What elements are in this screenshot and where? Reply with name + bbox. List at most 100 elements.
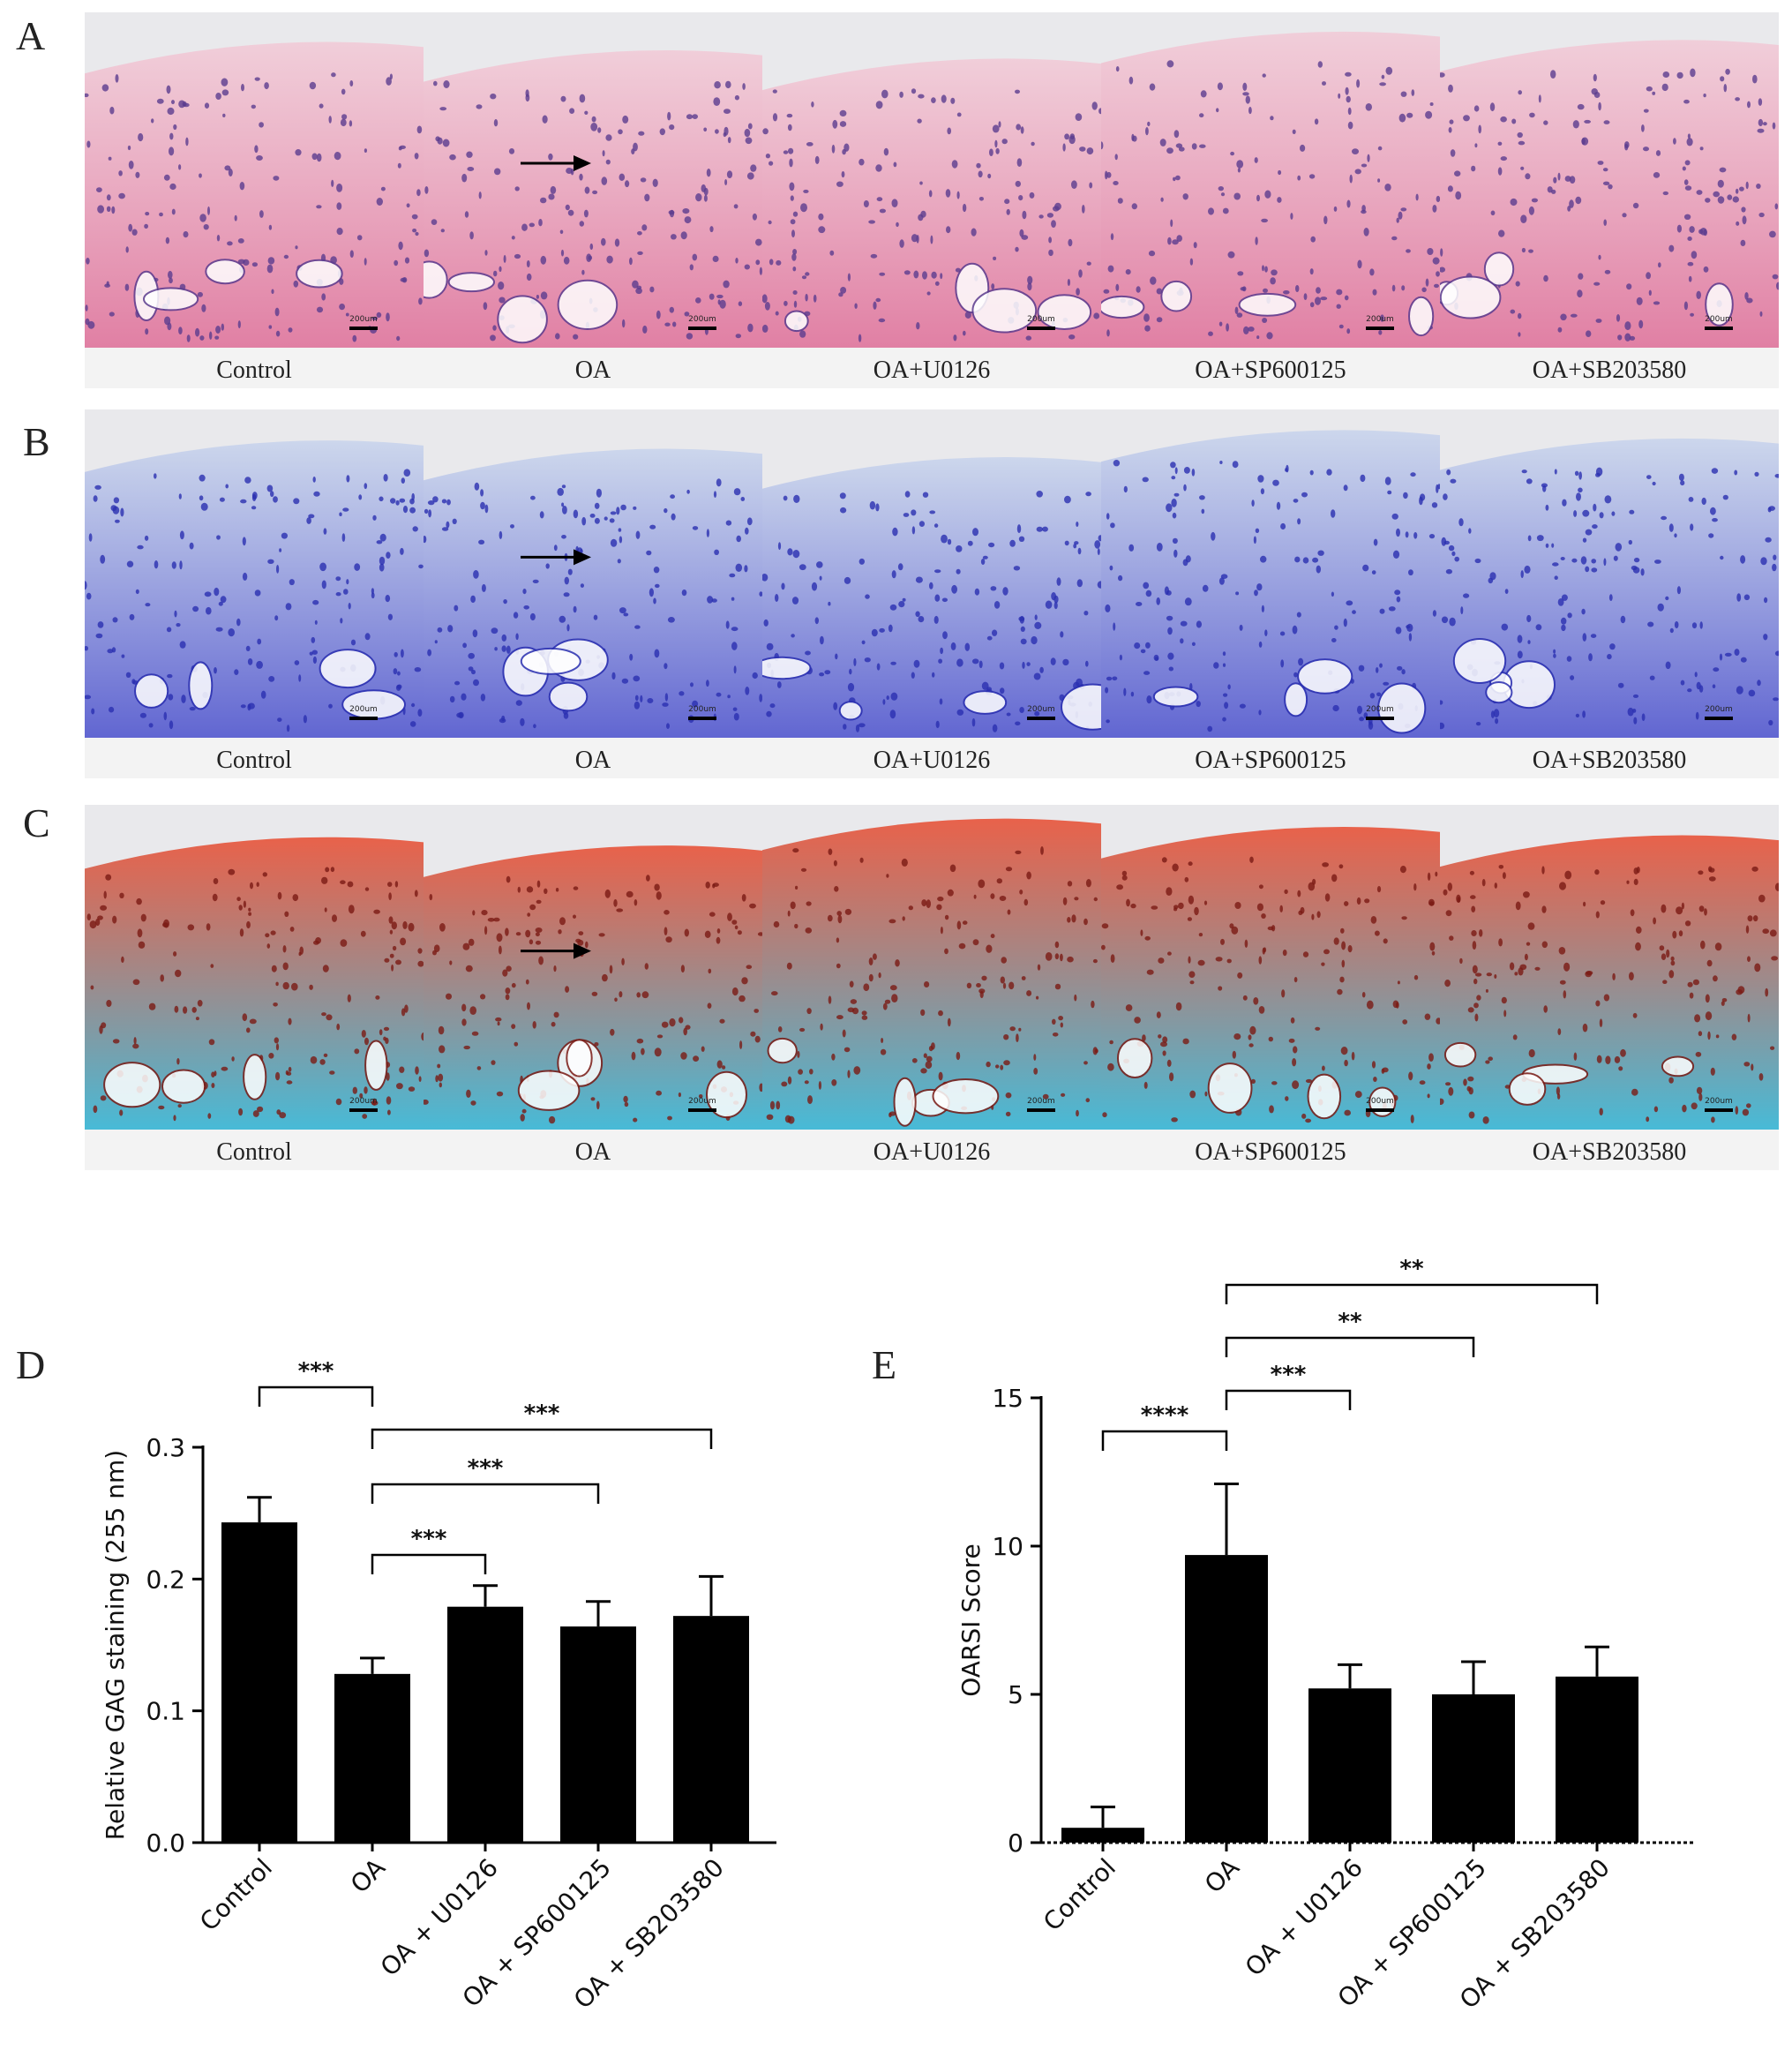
micrograph-oa-sb203580: 200um — [1440, 805, 1779, 1130]
micrograph-oa: 200um — [424, 409, 762, 738]
svg-text:200um: 200um — [1366, 315, 1394, 324]
panel-letter-e: E — [872, 1342, 897, 1387]
significance-bracket: **** — [1101, 1402, 1228, 1451]
y-axis: 0 5 10 15 — [992, 1384, 1043, 1858]
x-tick-label: OA + U0126 — [1240, 1853, 1368, 1982]
panel-letter-d: D — [16, 1342, 46, 1387]
error-bar — [247, 1496, 272, 1523]
svg-text:200um: 200um — [1705, 705, 1733, 714]
caption-oa-sb203580: OA+SB203580 — [1532, 357, 1687, 384]
caption-oa: OA — [574, 1138, 611, 1166]
significance-bracket: *** — [258, 1358, 374, 1407]
y-axis-label: OARSI Score — [956, 1543, 986, 1697]
caption-control: Control — [216, 747, 292, 774]
caption-control: Control — [216, 1138, 292, 1166]
significance-label: ** — [1338, 1309, 1362, 1335]
error-bar — [1461, 1660, 1486, 1694]
error-bar — [1585, 1645, 1609, 1677]
x-tick-label: OA — [1199, 1853, 1245, 1899]
significance-bracket: ** — [1225, 1309, 1475, 1357]
error-bar — [360, 1656, 385, 1674]
error-bar — [1214, 1482, 1239, 1556]
svg-text:200um: 200um — [688, 315, 716, 324]
micrograph-oa-sb203580: 200um — [1440, 409, 1779, 738]
y-tick-label: 10 — [992, 1532, 1023, 1561]
micrograph-oa-sb203580: 200um — [1440, 12, 1779, 348]
panel-a-micrographs: 200um 200um 200um 200um 200um Control OA OA+… — [85, 12, 1779, 388]
caption-oa-sb203580: OA+SB203580 — [1532, 1138, 1687, 1166]
bar — [1061, 1828, 1144, 1843]
panel-c-micrographs: 200um 200um 200um 200um 200um Control OA OA+… — [85, 805, 1779, 1170]
panel-b-micrographs: 200um 200um 200um 200um 200um Control OA OA+… — [85, 409, 1779, 778]
panel-letter-b: B — [23, 419, 50, 464]
significance-bracket: *** — [371, 1526, 487, 1574]
significance-label: *** — [1271, 1362, 1307, 1388]
bar — [1185, 1555, 1268, 1843]
panel-a-image-row: 200um 200um 200um 200um 200um — [85, 12, 1779, 348]
caption-control: Control — [216, 357, 292, 384]
micrograph-oa-u0126: 200um — [762, 12, 1101, 348]
significance-bracket: *** — [1225, 1362, 1352, 1410]
significance-label: **** — [1141, 1402, 1189, 1429]
panel-a-captions: Control OA OA+U0126 OA+SP600125 OA+SB203… — [85, 351, 1779, 390]
micrograph-oa: 200um — [424, 12, 762, 348]
svg-text:200um: 200um — [1027, 705, 1055, 714]
caption-oa-u0126: OA+U0126 — [873, 1138, 991, 1166]
caption-oa: OA — [574, 747, 611, 774]
y-tick-label: 0 — [1008, 1828, 1023, 1858]
y-tick-label: 15 — [992, 1384, 1023, 1413]
y-tick-label: 0.2 — [146, 1565, 185, 1594]
svg-text:200um: 200um — [349, 315, 378, 324]
significance-label: *** — [468, 1455, 504, 1482]
error-bar — [1091, 1806, 1115, 1828]
svg-text:200um: 200um — [1705, 1097, 1733, 1106]
x-tick-label: OA + U0126 — [375, 1853, 504, 1982]
svg-text:200um: 200um — [1366, 1097, 1394, 1106]
svg-text:200um: 200um — [349, 705, 378, 714]
bar — [1432, 1694, 1515, 1843]
significance-bracket: ** — [1225, 1256, 1599, 1304]
significance-label: *** — [411, 1526, 447, 1552]
panel-b-captions: Control OA OA+U0126 OA+SP600125 OA+SB203… — [85, 741, 1779, 780]
caption-oa-sp600125: OA+SP600125 — [1195, 357, 1346, 384]
micrograph-oa: 200um — [424, 805, 762, 1130]
error-bar — [586, 1600, 611, 1627]
chart-e-oarsi-score: 0 5 10 15 OARSI Score Control OA OA + U0126 OA +… — [900, 1253, 1773, 2047]
micrograph-oa-sp600125: 200um — [1101, 409, 1440, 738]
svg-text:200um: 200um — [349, 1097, 378, 1106]
svg-text:200um: 200um — [1366, 705, 1394, 714]
caption-oa-u0126: OA+U0126 — [873, 357, 991, 384]
error-bar — [1338, 1663, 1362, 1689]
panel-c-image-row: 200um 200um 200um 200um 200um — [85, 805, 1779, 1130]
caption-oa-sb203580: OA+SB203580 — [1532, 747, 1687, 774]
panel-letter-a: A — [16, 13, 46, 58]
svg-text:200um: 200um — [1027, 315, 1055, 324]
caption-oa-u0126: OA+U0126 — [873, 747, 991, 774]
caption-oa-sp600125: OA+SP600125 — [1195, 1138, 1346, 1166]
bar — [221, 1522, 297, 1843]
significance-bracket: *** — [371, 1455, 600, 1504]
x-tick-label: Control — [194, 1853, 278, 1937]
y-tick-label: 0.0 — [146, 1828, 185, 1858]
y-axis-label: Relative GAG staining (255 nm) — [101, 1450, 130, 1840]
micrograph-oa-u0126: 200um — [762, 409, 1101, 738]
significance-label: *** — [298, 1358, 334, 1385]
micrograph-oa-sp600125: 200um — [1101, 12, 1440, 348]
bar — [447, 1606, 523, 1843]
significance-bracket: *** — [371, 1400, 713, 1449]
x-tick-label: Control — [1038, 1853, 1121, 1937]
panel-c-captions: Control OA OA+U0126 OA+SP600125 OA+SB203… — [85, 1133, 1779, 1172]
panel-letter-c: C — [23, 800, 50, 845]
y-tick-label: 5 — [1008, 1680, 1023, 1709]
significance-label: *** — [524, 1400, 560, 1427]
bar — [1308, 1688, 1391, 1843]
caption-oa: OA — [574, 357, 611, 384]
micrograph-control: 200um — [85, 12, 424, 348]
y-tick-label: 0.1 — [146, 1697, 185, 1726]
error-bar — [699, 1574, 724, 1617]
micrograph-oa-u0126: 200um — [762, 805, 1101, 1130]
caption-oa-sp600125: OA+SP600125 — [1195, 747, 1346, 774]
x-tick-label: OA — [345, 1853, 391, 1899]
error-bar — [473, 1584, 498, 1607]
svg-text:200um: 200um — [688, 1097, 716, 1106]
